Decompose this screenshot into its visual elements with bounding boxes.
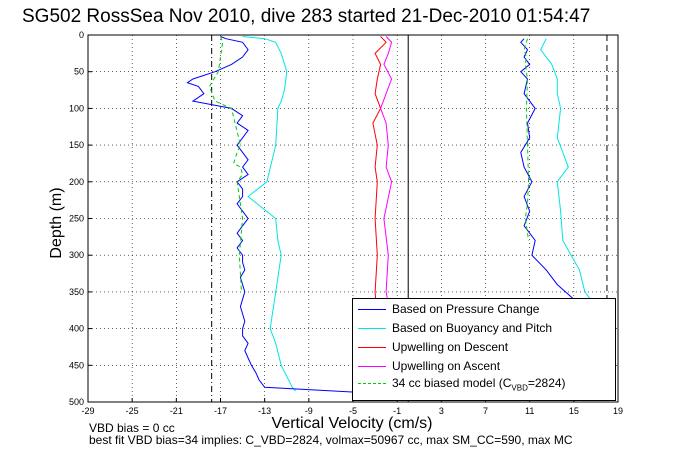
series-pressure-descent (186, 36, 376, 394)
x-tick-label: 11 (525, 406, 534, 416)
series-buoyancy-ascent (540, 38, 591, 300)
x-tick-label: -9 (305, 406, 313, 416)
y-tick-label: 300 (69, 250, 84, 260)
y-tick-label: 0 (79, 30, 84, 40)
series-biased-model-ascent (523, 38, 530, 241)
x-tick-label: -21 (170, 406, 183, 416)
y-tick-label: 500 (69, 397, 84, 407)
x-tick-label: 7 (483, 406, 488, 416)
x-tick-label: -25 (126, 406, 139, 416)
x-tick-label: -1 (393, 406, 401, 416)
y-tick-label: 400 (69, 324, 84, 334)
x-tick-label: -17 (214, 406, 227, 416)
legend-item-upwelling-ascent: Upwelling on Ascent (353, 358, 615, 376)
x-tick-label: -13 (258, 406, 271, 416)
series-pressure-ascent (520, 38, 575, 300)
legend: Based on Pressure Change Based on Buoyan… (352, 298, 616, 401)
series-lines (186, 36, 591, 394)
series-buoyancy-descent (242, 36, 296, 392)
legend-swatch-upwelling-descent (358, 347, 386, 348)
footer-vbd-bias: VBD bias = 0 cc (89, 421, 175, 435)
legend-swatch-pressure (358, 309, 386, 310)
y-tick-label: 200 (69, 177, 84, 187)
legend-label-pressure: Based on Pressure Change (392, 302, 540, 316)
legend-item-buoyancy: Based on Buoyancy and Pitch (353, 320, 615, 338)
legend-swatch-biased-model (358, 383, 386, 384)
x-tick-label: -5 (349, 406, 357, 416)
x-tick-label: 3 (439, 406, 444, 416)
legend-item-biased-model: 34 cc biased model (CVBD=2824) (353, 375, 615, 393)
legend-label-buoyancy: Based on Buoyancy and Pitch (392, 321, 553, 335)
legend-label-biased-model: 34 cc biased model (CVBD=2824) (392, 376, 566, 393)
legend-label-upwelling-ascent: Upwelling on Ascent (392, 359, 501, 373)
axes-box (87, 34, 619, 403)
x-tick-label: 15 (569, 406, 579, 416)
legend-label-upwelling-descent: Upwelling on Descent (392, 340, 509, 354)
legend-item-pressure: Based on Pressure Change (353, 301, 615, 319)
tick-labels: -29 -25 -21 -17 -13 -9 -5 -1 3 7 11 15 1905010015020… (69, 30, 623, 416)
y-tick-label: 450 (69, 360, 84, 370)
y-tick-label: 350 (69, 287, 84, 297)
y-tick-label: 50 (74, 67, 84, 77)
series-upwelling-descent (372, 36, 387, 322)
footer-best-fit: best fit VBD bias=34 implies: C_VBD=2824… (89, 433, 573, 447)
series-biased-model-descent (208, 36, 244, 292)
y-axis-label: Depth (m) (48, 187, 65, 259)
x-tick-label: -29 (81, 406, 94, 416)
y-tick-label: 250 (69, 214, 84, 224)
y-tick-label: 100 (69, 103, 84, 113)
legend-item-upwelling-descent: Upwelling on Descent (353, 339, 615, 357)
legend-swatch-buoyancy (358, 328, 386, 329)
y-tick-label: 150 (69, 140, 84, 150)
series-upwelling-ascent (380, 36, 393, 322)
x-axis-label: Vertical Velocity (cm/s) (271, 415, 433, 432)
chart-title: SG502 RossSea Nov 2010, dive 283 started… (22, 6, 591, 27)
x-tick-label: 19 (613, 406, 623, 416)
legend-swatch-upwelling-ascent (358, 366, 386, 367)
